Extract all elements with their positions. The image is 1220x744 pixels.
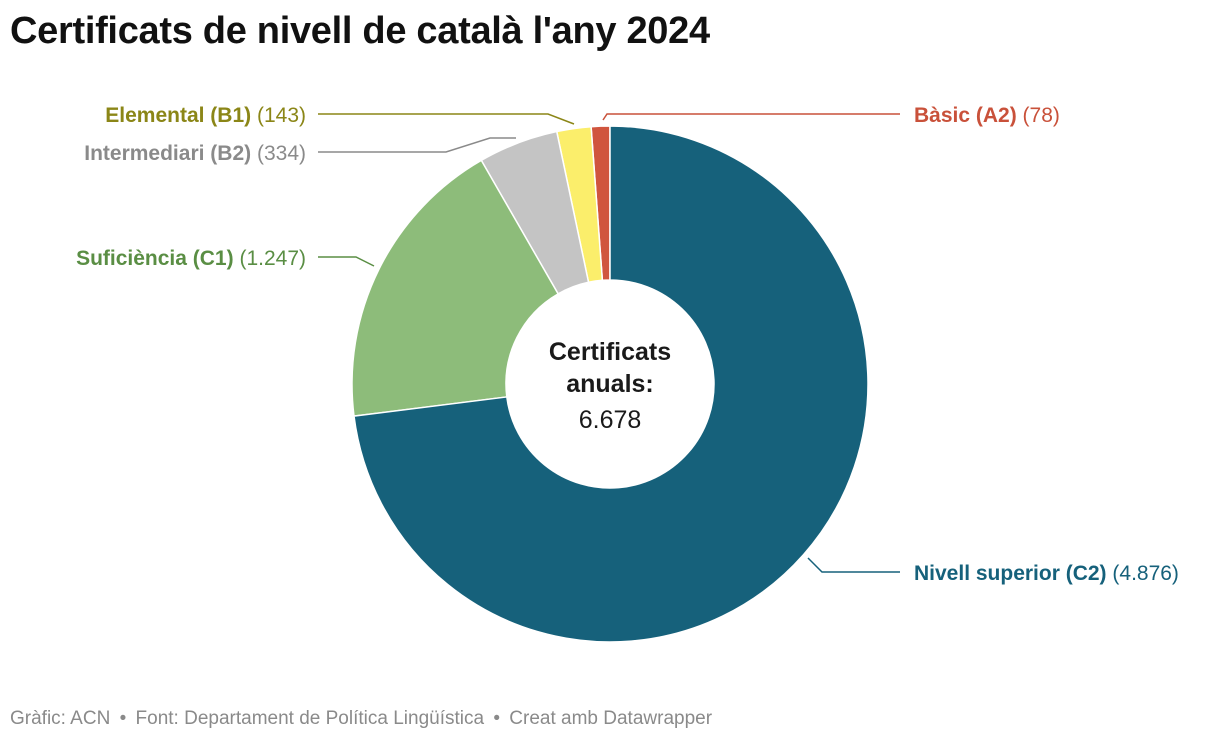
slice-label-value-b1: (143) [257, 104, 306, 127]
slice-c1[interactable] [351, 159, 560, 417]
slice-label-value-a2: (78) [1023, 104, 1060, 127]
slice-label-name-b2: Intermediari (B2) [84, 142, 257, 165]
slice-c2[interactable] [353, 125, 869, 643]
center-total-value: 6.678 [579, 406, 642, 434]
center-title-line-1: Certificats [549, 338, 671, 366]
slice-b1[interactable] [555, 125, 604, 284]
slice-label-c1: Suficiència (C1) (1.247) [76, 247, 306, 270]
donut-slices [351, 125, 869, 643]
footer-separator-2: • [493, 708, 500, 729]
slice-label-name-b1: Elemental (B1) [105, 104, 257, 127]
footer: Gràfic: ACN • Font: Departament de Polít… [10, 708, 712, 730]
leader-line-c1 [318, 256, 375, 267]
slice-b2[interactable] [480, 130, 590, 295]
slice-label-name-c2: Nivell superior (C2) [914, 562, 1112, 585]
slice-labels: Nivell superior (C2) (4.876) Suficiència … [76, 104, 1179, 585]
leader-line-b2 [318, 137, 516, 153]
footer-datawrapper-credit: Creat amb Datawrapper [509, 708, 713, 729]
leader-line-b1 [318, 113, 575, 125]
slice-label-name-c1: Suficiència (C1) [76, 247, 239, 270]
slice-label-a2: Bàsic (A2) (78) [914, 104, 1060, 127]
footer-graphic-credit: Gràfic: ACN [10, 708, 111, 729]
center-title-line-2: anuals: [566, 370, 654, 398]
slice-label-value-b2: (334) [257, 142, 306, 165]
slice-label-c2: Nivell superior (C2) (4.876) [914, 562, 1179, 585]
slice-label-value-c2: (4.876) [1112, 562, 1179, 585]
slice-label-value-c1: (1.247) [239, 247, 306, 270]
footer-source: Font: Departament de Política Lingüístic… [135, 708, 485, 729]
leader-lines [318, 113, 900, 573]
leader-line-c2 [807, 557, 900, 573]
slice-label-name-a2: Bàsic (A2) [914, 104, 1023, 127]
leader-line-a2 [602, 113, 900, 121]
footer-separator-1: • [119, 708, 127, 729]
chart-title: Certificats de nivell de català l'any 20… [10, 10, 710, 52]
center-label: Certificats anuals: 6.678 [549, 338, 671, 434]
slice-label-b1: Elemental (B1) (143) [105, 104, 306, 127]
slice-label-b2: Intermediari (B2) (334) [84, 142, 306, 165]
